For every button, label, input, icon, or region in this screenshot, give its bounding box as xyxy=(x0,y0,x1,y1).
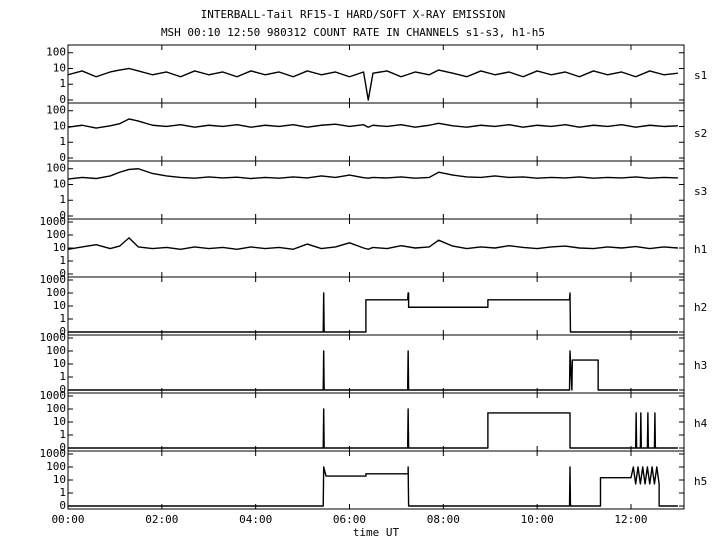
panel-frame xyxy=(67,392,685,452)
y-tick-label: 100 xyxy=(46,162,66,175)
y-tick-label: 0 xyxy=(59,325,66,338)
y-tick-label: 10 xyxy=(53,119,66,132)
y-tick-label: 10 xyxy=(53,299,66,312)
series-line xyxy=(68,292,678,333)
y-tick-label: 1 xyxy=(59,254,66,267)
series-line xyxy=(67,118,678,129)
y-tick-label: 1000 xyxy=(40,215,67,228)
y-tick-label: 1000 xyxy=(40,389,67,402)
y-tick-label: 10 xyxy=(53,241,66,254)
y-tick-label: 100 xyxy=(46,46,66,59)
panel-frame xyxy=(67,102,685,162)
series-label: h5 xyxy=(694,475,707,488)
y-tick-label: 0 xyxy=(59,209,66,222)
y-tick-label: 1 xyxy=(59,135,66,148)
y-tick-label: 10 xyxy=(53,357,66,370)
panel-frame xyxy=(67,44,685,104)
x-tick-label: 06:00 xyxy=(333,513,366,526)
series-line xyxy=(68,466,678,507)
x-tick-label: 04:00 xyxy=(239,513,272,526)
panel-frame xyxy=(67,334,685,394)
y-tick-label: 100 xyxy=(46,104,66,117)
y-tick-label: 1000 xyxy=(40,331,67,344)
y-tick-label: 1000 xyxy=(40,447,67,460)
y-tick-label: 10 xyxy=(53,61,66,74)
y-tick-label: 10 xyxy=(53,177,66,190)
y-tick-label: 100 xyxy=(46,228,66,241)
panel-frame xyxy=(67,450,685,510)
y-tick-label: 0 xyxy=(59,151,66,164)
y-tick-label: 0 xyxy=(59,499,66,512)
y-tick-label: 100 xyxy=(46,344,66,357)
series-line xyxy=(67,67,678,101)
y-tick-label: 0 xyxy=(59,383,66,396)
y-tick-label: 100 xyxy=(46,460,66,473)
panel-frame xyxy=(67,276,685,336)
y-tick-label: 1000 xyxy=(40,273,67,286)
series-line xyxy=(68,408,678,449)
y-tick-label: 1 xyxy=(59,312,66,325)
series-label: h2 xyxy=(694,301,707,314)
series-line xyxy=(68,350,678,391)
y-tick-label: 100 xyxy=(46,286,66,299)
x-axis-label: time UT xyxy=(353,526,400,539)
y-tick-label: 1 xyxy=(59,370,66,383)
y-tick-label: 1 xyxy=(59,486,66,499)
y-tick-label: 1 xyxy=(59,428,66,441)
chart-title: INTERBALL-Tail RF15-I HARD/SOFT X-RAY EM… xyxy=(201,8,506,21)
series-label: s2 xyxy=(694,127,707,140)
series-label: h4 xyxy=(694,417,708,430)
y-tick-label: 10 xyxy=(53,473,66,486)
series-label: h3 xyxy=(694,359,707,372)
x-tick-label: 10:00 xyxy=(521,513,554,526)
x-tick-label: 12:00 xyxy=(614,513,647,526)
chart-subtitle: MSH 00:10 12:50 980312 COUNT RATE IN CHA… xyxy=(161,26,545,39)
series-label: s1 xyxy=(694,69,707,82)
y-tick-label: 0 xyxy=(59,267,66,280)
series-label: h1 xyxy=(694,243,707,256)
x-tick-label: 08:00 xyxy=(427,513,460,526)
y-tick-label: 10 xyxy=(53,415,66,428)
series-line xyxy=(67,237,678,250)
y-tick-label: 0 xyxy=(59,441,66,454)
x-tick-label: 02:00 xyxy=(145,513,178,526)
y-tick-label: 0 xyxy=(59,93,66,106)
panel-frame xyxy=(67,160,685,220)
y-tick-label: 1 xyxy=(59,77,66,90)
y-tick-label: 100 xyxy=(46,402,66,415)
x-tick-label: 00:00 xyxy=(51,513,84,526)
series-line xyxy=(67,168,678,180)
series-label: s3 xyxy=(694,185,707,198)
y-tick-label: 1 xyxy=(59,193,66,206)
